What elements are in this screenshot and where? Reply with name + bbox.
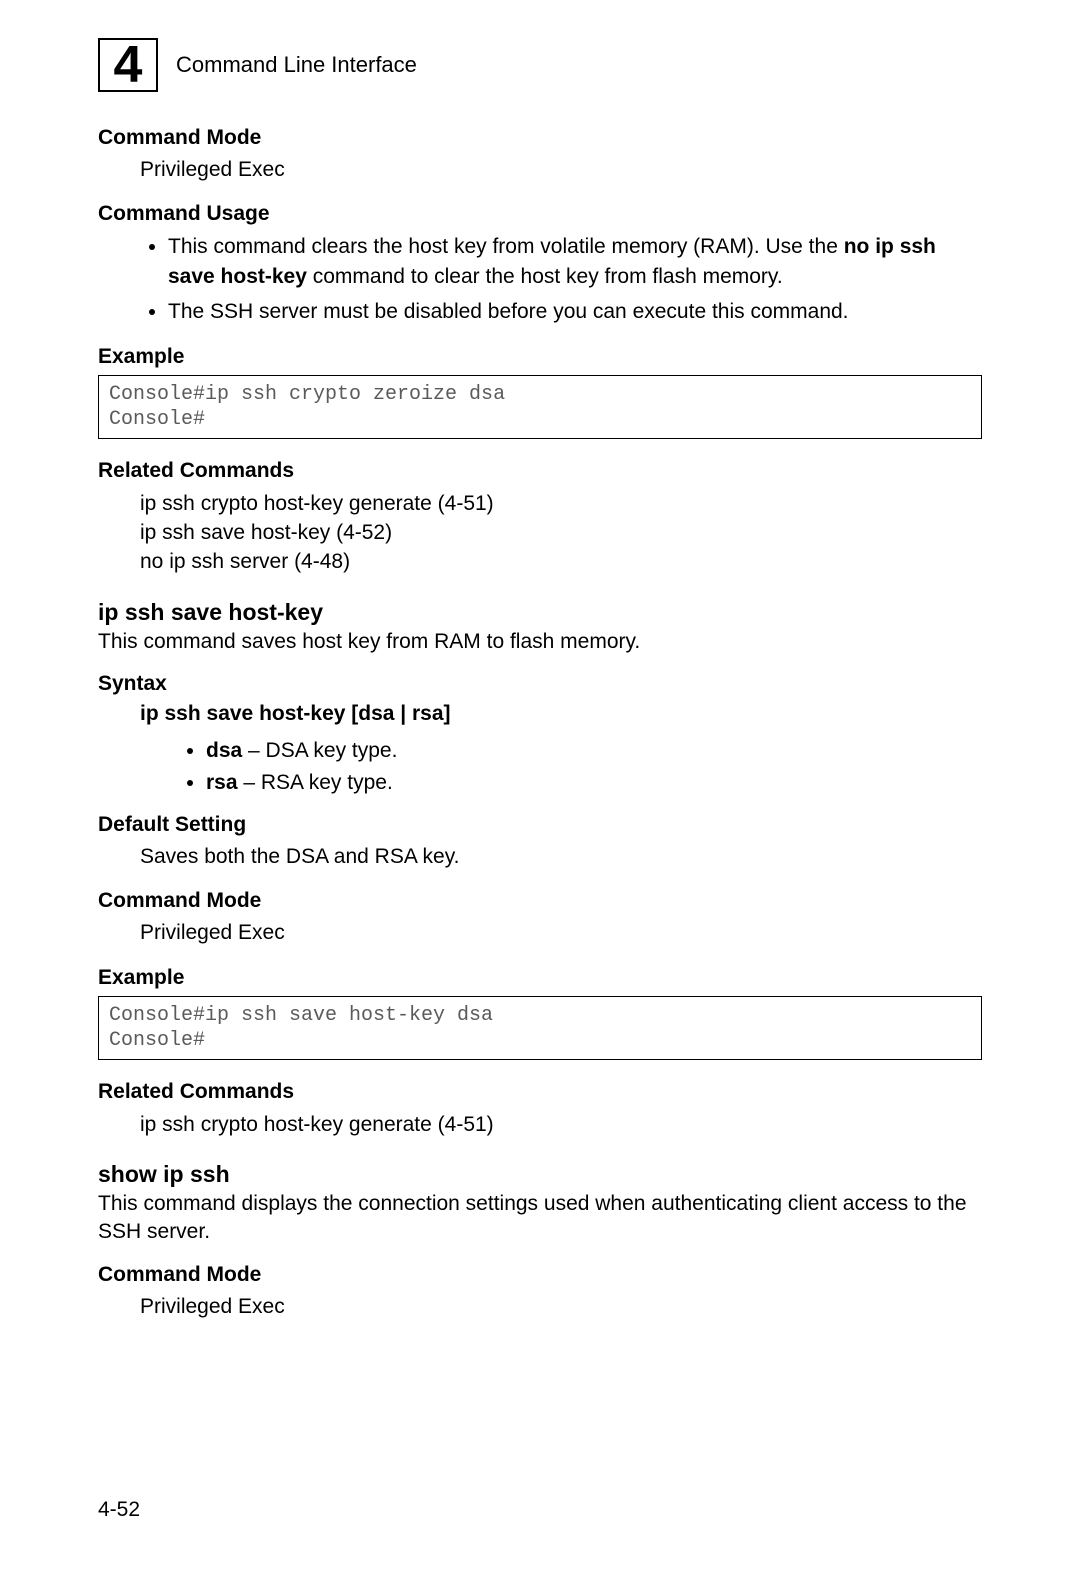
command-mode-body: Privileged Exec: [140, 1293, 982, 1321]
list-item: The SSH server must be disabled before y…: [168, 297, 982, 326]
related-item: ip ssh save host-key (4-52): [140, 518, 982, 547]
page-number: 4-52: [98, 1498, 140, 1522]
code-block: Console#ip ssh crypto zeroize dsa Consol…: [98, 375, 982, 439]
command-description: This command displays the connection set…: [98, 1190, 982, 1247]
section-syntax: Syntax: [98, 672, 982, 696]
list-item: dsa – DSA key type.: [206, 736, 982, 766]
text: This command clears the host key from vo…: [168, 235, 844, 258]
text: – RSA key type.: [238, 771, 393, 794]
page-header: 4 Command Line Interface: [98, 38, 982, 92]
bold-text: rsa: [206, 771, 238, 794]
command-title: ip ssh save host-key: [98, 599, 982, 626]
list-item: rsa – RSA key type.: [206, 768, 982, 798]
related-commands-list: ip ssh crypto host-key generate (4-51) i…: [140, 489, 982, 577]
related-item: no ip ssh server (4-48): [140, 547, 982, 576]
bold-text: dsa: [206, 739, 242, 762]
text: – DSA key type.: [242, 739, 397, 762]
section-related-commands: Related Commands: [98, 459, 982, 483]
page-title: Command Line Interface: [176, 52, 417, 78]
text: command to clear the host key from flash…: [307, 265, 783, 288]
section-command-mode: Command Mode: [98, 1263, 982, 1287]
section-example: Example: [98, 966, 982, 990]
list-item: This command clears the host key from vo…: [168, 232, 982, 291]
section-command-mode: Command Mode: [98, 889, 982, 913]
text: |: [394, 702, 412, 725]
command-description: This command saves host key from RAM to …: [98, 628, 982, 656]
chapter-number-box: 4: [98, 38, 158, 92]
bold-text: rsa: [412, 702, 444, 725]
command-usage-list: This command clears the host key from vo…: [140, 232, 982, 326]
section-command-usage: Command Usage: [98, 202, 982, 226]
section-command-mode: Command Mode: [98, 126, 982, 150]
section-default-setting: Default Setting: [98, 813, 982, 837]
related-item: ip ssh crypto host-key generate (4-51): [140, 489, 982, 518]
section-related-commands: Related Commands: [98, 1080, 982, 1104]
related-item: ip ssh crypto host-key generate (4-51): [140, 1110, 982, 1139]
code-block: Console#ip ssh save host-key dsa Console…: [98, 996, 982, 1060]
command-mode-body: Privileged Exec: [140, 919, 982, 947]
syntax-line: ip ssh save host-key [dsa | rsa]: [140, 702, 982, 726]
syntax-list: dsa – DSA key type. rsa – RSA key type.: [178, 736, 982, 799]
default-setting-body: Saves both the DSA and RSA key.: [140, 843, 982, 871]
bold-text: ip ssh save host-key: [140, 702, 345, 725]
bold-text: dsa: [358, 702, 394, 725]
chapter-number: 4: [114, 39, 143, 91]
command-title: show ip ssh: [98, 1161, 982, 1188]
page: 4 Command Line Interface Command Mode Pr…: [0, 0, 1080, 1570]
command-mode-body: Privileged Exec: [140, 156, 982, 184]
text: ]: [444, 702, 451, 725]
related-commands-list: ip ssh crypto host-key generate (4-51): [140, 1110, 982, 1139]
text: [: [345, 702, 358, 725]
section-example: Example: [98, 345, 982, 369]
